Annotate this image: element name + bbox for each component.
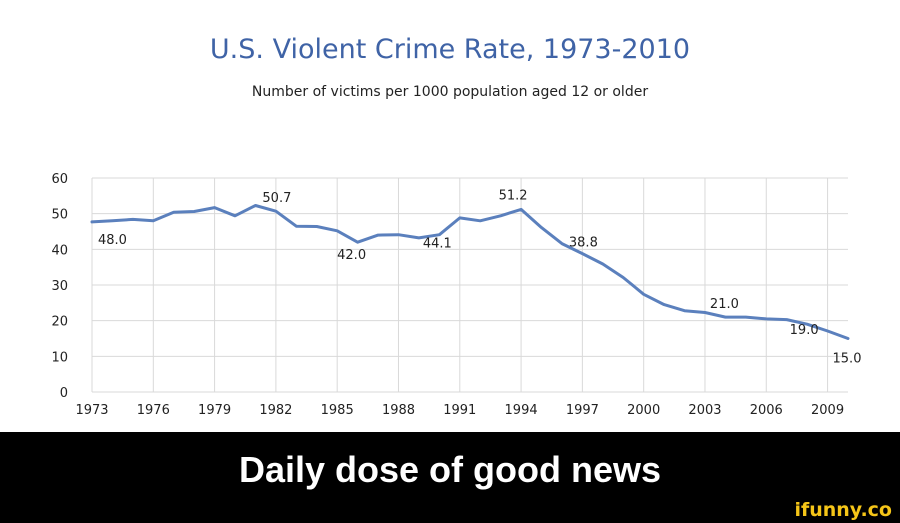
y-tick-label: 0 (60, 386, 68, 401)
chart-title: U.S. Violent Crime Rate, 1973-2010 (209, 34, 691, 65)
y-tick-label: 30 (51, 279, 68, 294)
y-tick-label: 50 (51, 208, 68, 223)
x-tick-label: 1988 (382, 403, 415, 418)
x-tick-label: 1973 (75, 403, 108, 418)
x-tick-label: 1997 (566, 403, 599, 418)
data-label: 48.0 (98, 233, 127, 248)
data-label: 38.8 (569, 236, 598, 251)
caption-bar: Daily dose of good news ifunny.co (0, 432, 900, 523)
y-tick-label: 20 (51, 315, 68, 330)
x-tick-label: 1991 (443, 403, 476, 418)
y-tick-label: 40 (51, 243, 68, 258)
x-tick-label: 2006 (750, 403, 783, 418)
y-tick-label: 60 (51, 172, 68, 187)
data-label: 15.0 (833, 352, 862, 367)
data-label: 42.0 (337, 248, 366, 263)
data-label: 44.1 (423, 237, 452, 252)
data-label: 19.0 (790, 323, 819, 338)
watermark-logo: ifunny.co (794, 499, 892, 521)
caption-text: Daily dose of good news (238, 449, 662, 490)
data-label: 50.7 (262, 191, 291, 206)
y-tick-label: 10 (51, 350, 68, 365)
chart-subtitle: Number of victims per 1000 population ag… (251, 84, 649, 100)
data-label: 21.0 (710, 297, 739, 312)
x-tick-label: 2000 (627, 403, 660, 418)
x-tick-label: 1976 (137, 403, 170, 418)
line-chart: 1973 1976 1979 1982 1985 1988 1991 1994 1997 2000… (51, 172, 862, 418)
x-tick-label: 1982 (259, 403, 292, 418)
x-tick-label: 1985 (321, 403, 354, 418)
x-tick-label: 1979 (198, 403, 231, 418)
x-tick-label: 2009 (811, 403, 844, 418)
chart-area: U.S. Violent Crime Rate, 1973-2010 Numbe… (51, 34, 862, 418)
x-tick-label: 1994 (505, 403, 538, 418)
series-line (90, 204, 850, 340)
x-tick-label: 2003 (688, 403, 721, 418)
data-label: 51.2 (499, 188, 528, 203)
